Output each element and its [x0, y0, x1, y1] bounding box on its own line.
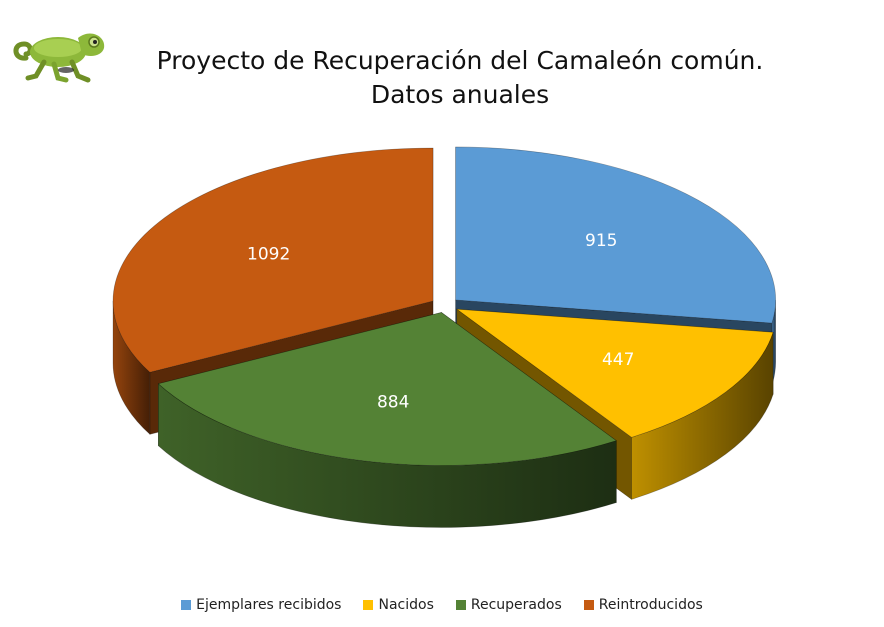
legend-label: Ejemplares recibidos: [196, 597, 342, 613]
legend-item: Nacidos: [363, 597, 434, 613]
pie-slice: [455, 308, 774, 438]
chameleon-icon: [13, 33, 105, 83]
pie-slice: [157, 312, 617, 466]
legend-label: Nacidos: [378, 597, 434, 613]
legend-swatch: [363, 600, 374, 610]
chart-title: Proyecto de Recuperación del Camaleón co…: [110, 44, 810, 112]
legend-swatch: [583, 600, 594, 610]
data-label: 447: [602, 350, 634, 370]
chart-title-line-1: Proyecto de Recuperación del Camaleón co…: [156, 46, 764, 75]
legend-item: Ejemplares recibidos: [181, 597, 341, 613]
legend-label: Recuperados: [470, 597, 562, 613]
data-label: 915: [585, 231, 617, 251]
data-label: 884: [377, 392, 409, 412]
legend: Ejemplares recibidos Nacidos Recuperados Re…: [0, 597, 884, 613]
legend-label: Reintroducidos: [598, 597, 703, 613]
legend-item: Recuperados: [455, 597, 562, 613]
pie-slice: [455, 146, 776, 324]
legend-swatch: [455, 600, 466, 610]
legend-item: Reintroducidos: [583, 597, 703, 613]
legend-swatch: [181, 600, 192, 610]
data-label: 1092: [247, 245, 290, 265]
chart-title-line-2: Datos anuales: [370, 80, 550, 109]
pie-slice: [112, 147, 434, 373]
